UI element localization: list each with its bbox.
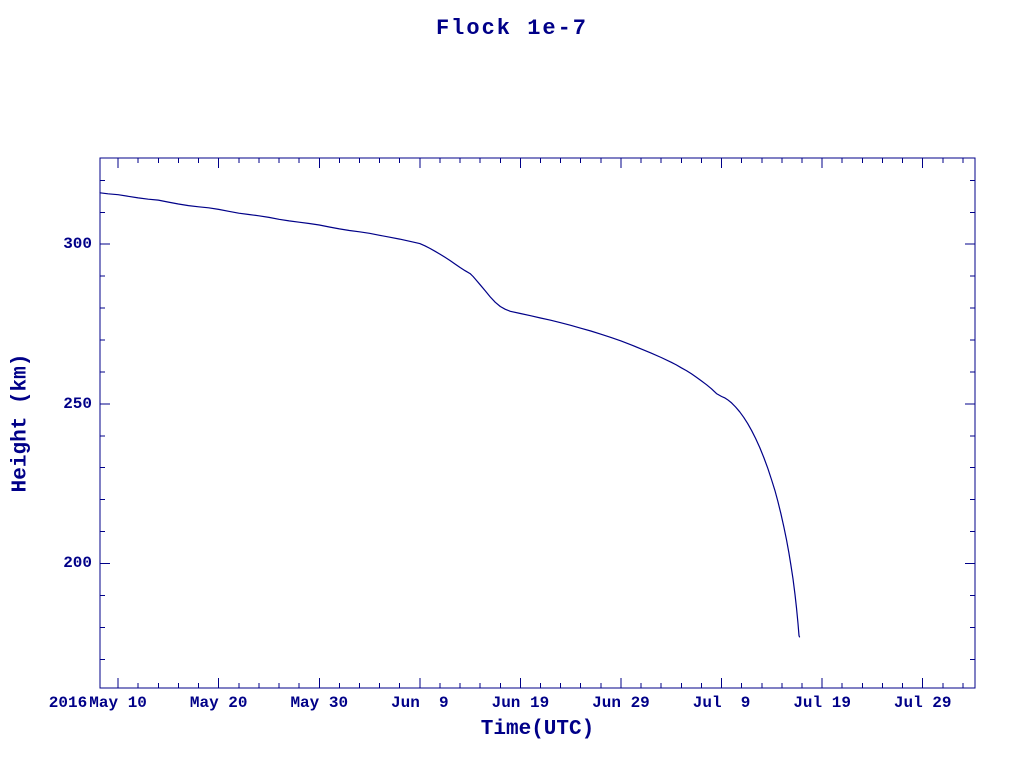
x-tick-label-7: Jul 19 <box>793 694 851 712</box>
x-tick-label-1: May 20 <box>189 694 248 712</box>
plot-frame <box>99 157 976 689</box>
x-tick-label-5: Jun 29 <box>592 694 650 712</box>
chart-title: Flock 1e-7 <box>435 16 589 41</box>
y-tick-label-0: 200 <box>63 554 92 573</box>
y-tick-label-1: 250 <box>63 394 92 413</box>
x-axis-title: Time(UTC) <box>480 718 595 741</box>
x-axis-year-label: 2016 <box>48 694 88 712</box>
y-tick-label-2: 300 <box>63 235 92 254</box>
y-axis-title: Height (km) <box>9 353 33 493</box>
x-tick-label-6: Jul 9 <box>692 694 751 712</box>
x-tick-label-2: May 30 <box>290 694 349 712</box>
x-tick-label-0: May 10 <box>89 694 147 712</box>
height-decay-curve <box>99 192 801 638</box>
x-tick-label-4: Jun 19 <box>491 694 550 712</box>
x-tick-label-8: Jul 29 <box>893 694 952 712</box>
x-tick-label-3: Jun 9 <box>391 694 449 712</box>
